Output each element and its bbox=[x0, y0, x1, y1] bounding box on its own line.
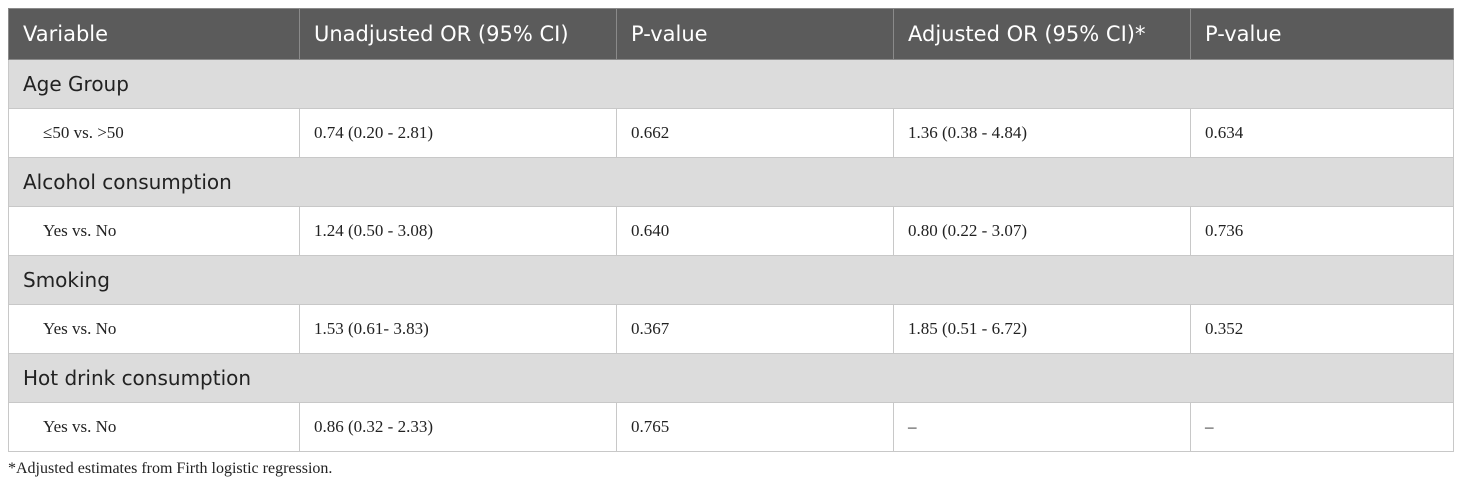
data-cell: 0.662 bbox=[616, 108, 894, 158]
data-row: ≤50 vs. >50 0.74 (0.20 - 2.81) 0.662 1.36 (… bbox=[8, 108, 1454, 158]
group-label: Smoking bbox=[8, 255, 1454, 305]
row-label: ≤50 vs. >50 bbox=[8, 108, 300, 158]
header-cell: P-value bbox=[616, 8, 894, 60]
header-cell: Unadjusted OR (95% CI) bbox=[299, 8, 617, 60]
header-row: Variable Unadjusted OR (95% CI) P-value Adj… bbox=[8, 8, 1454, 60]
row-label: Yes vs. No bbox=[8, 206, 300, 256]
row-label: Yes vs. No bbox=[8, 304, 300, 354]
data-cell: 1.36 (0.38 - 4.84) bbox=[893, 108, 1191, 158]
table-body: Age Group ≤50 vs. >50 0.74 (0.20 - 2.81) 0.… bbox=[8, 59, 1454, 452]
footnote: *Adjusted estimates from Firth logistic … bbox=[8, 460, 333, 477]
group-row: Hot drink consumption bbox=[8, 353, 1454, 403]
data-cell: 0.765 bbox=[616, 402, 894, 452]
data-row: Yes vs. No 0.86 (0.32 - 2.33) 0.765– – bbox=[8, 402, 1454, 452]
group-row: Age Group bbox=[8, 59, 1454, 109]
table-container: Variable Unadjusted OR (95% CI) P-value Adj… bbox=[8, 8, 1454, 452]
header-cell: Variable bbox=[8, 8, 300, 60]
row-label: Yes vs. No bbox=[8, 402, 300, 452]
data-row: Yes vs. No 1.53 (0.61- 3.83) 0.367 1.85 (0.… bbox=[8, 304, 1454, 354]
header-cell: P-value bbox=[1190, 8, 1454, 60]
data-cell: 0.640 bbox=[616, 206, 894, 256]
data-cell: – bbox=[893, 402, 1191, 452]
data-cell: 0.736 bbox=[1190, 206, 1454, 256]
data-cell: 0.74 (0.20 - 2.81) bbox=[299, 108, 617, 158]
header-cell: Adjusted OR (95% CI)* bbox=[893, 8, 1191, 60]
group-label: Alcohol consumption bbox=[8, 157, 1454, 207]
data-cell: 1.53 (0.61- 3.83) bbox=[299, 304, 617, 354]
data-cell: 0.367 bbox=[616, 304, 894, 354]
group-label: Age Group bbox=[8, 59, 1454, 109]
data-cell: 0.634 bbox=[1190, 108, 1454, 158]
group-row: Alcohol consumption bbox=[8, 157, 1454, 207]
group-row: Smoking bbox=[8, 255, 1454, 305]
data-cell: 0.86 (0.32 - 2.33) bbox=[299, 402, 617, 452]
data-cell: – bbox=[1190, 402, 1454, 452]
data-cell: 0.80 (0.22 - 3.07) bbox=[893, 206, 1191, 256]
data-cell: 1.24 (0.50 - 3.08) bbox=[299, 206, 617, 256]
data-cell: 1.85 (0.51 - 6.72) bbox=[893, 304, 1191, 354]
data-cell: 0.352 bbox=[1190, 304, 1454, 354]
data-row: Yes vs. No 1.24 (0.50 - 3.08) 0.640 0.80 (0… bbox=[8, 206, 1454, 256]
group-label: Hot drink consumption bbox=[8, 353, 1454, 403]
results-table: Variable Unadjusted OR (95% CI) P-value Adj… bbox=[8, 8, 1454, 452]
